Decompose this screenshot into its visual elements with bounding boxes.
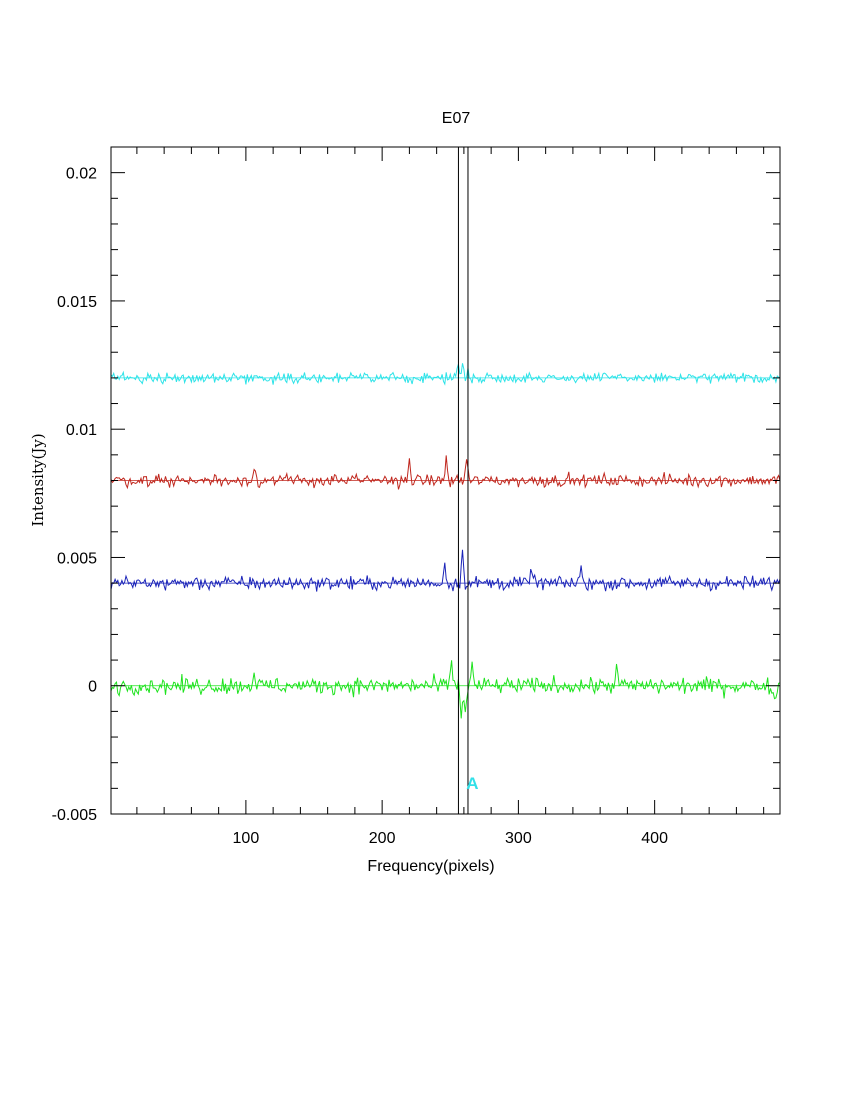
y-tick-label: 0.02 [66,166,97,183]
series-line-1 [110,455,781,490]
y-tick-label: 0.015 [57,294,97,311]
axis-ticks [111,146,780,815]
y-tick-label: 0.005 [57,550,97,567]
x-tick-label: 400 [641,830,668,847]
series-layer [110,363,781,719]
x-axis-label: Frequency(pixels) [367,858,494,875]
x-tick-label: 100 [233,830,260,847]
chart-title: E07 [442,110,471,127]
series-line-3 [110,660,781,719]
x-tick-label: 300 [505,830,532,847]
y-tick-label: -0.005 [52,807,97,824]
y-tick-label: 0.01 [66,422,97,439]
series-line-0 [110,363,781,386]
y-tick-label: 0 [88,679,97,696]
line-marker-label: A [466,774,478,793]
x-tick-label: 200 [369,830,396,847]
y-axis-label: Intensity(Jy) [29,433,47,526]
series-line-2 [110,549,781,592]
vertical-lines [457,147,469,814]
tick-labels: 100 200 300 400 -0.005 0 0.005 0.01 0.015 0.02 [52,166,668,847]
